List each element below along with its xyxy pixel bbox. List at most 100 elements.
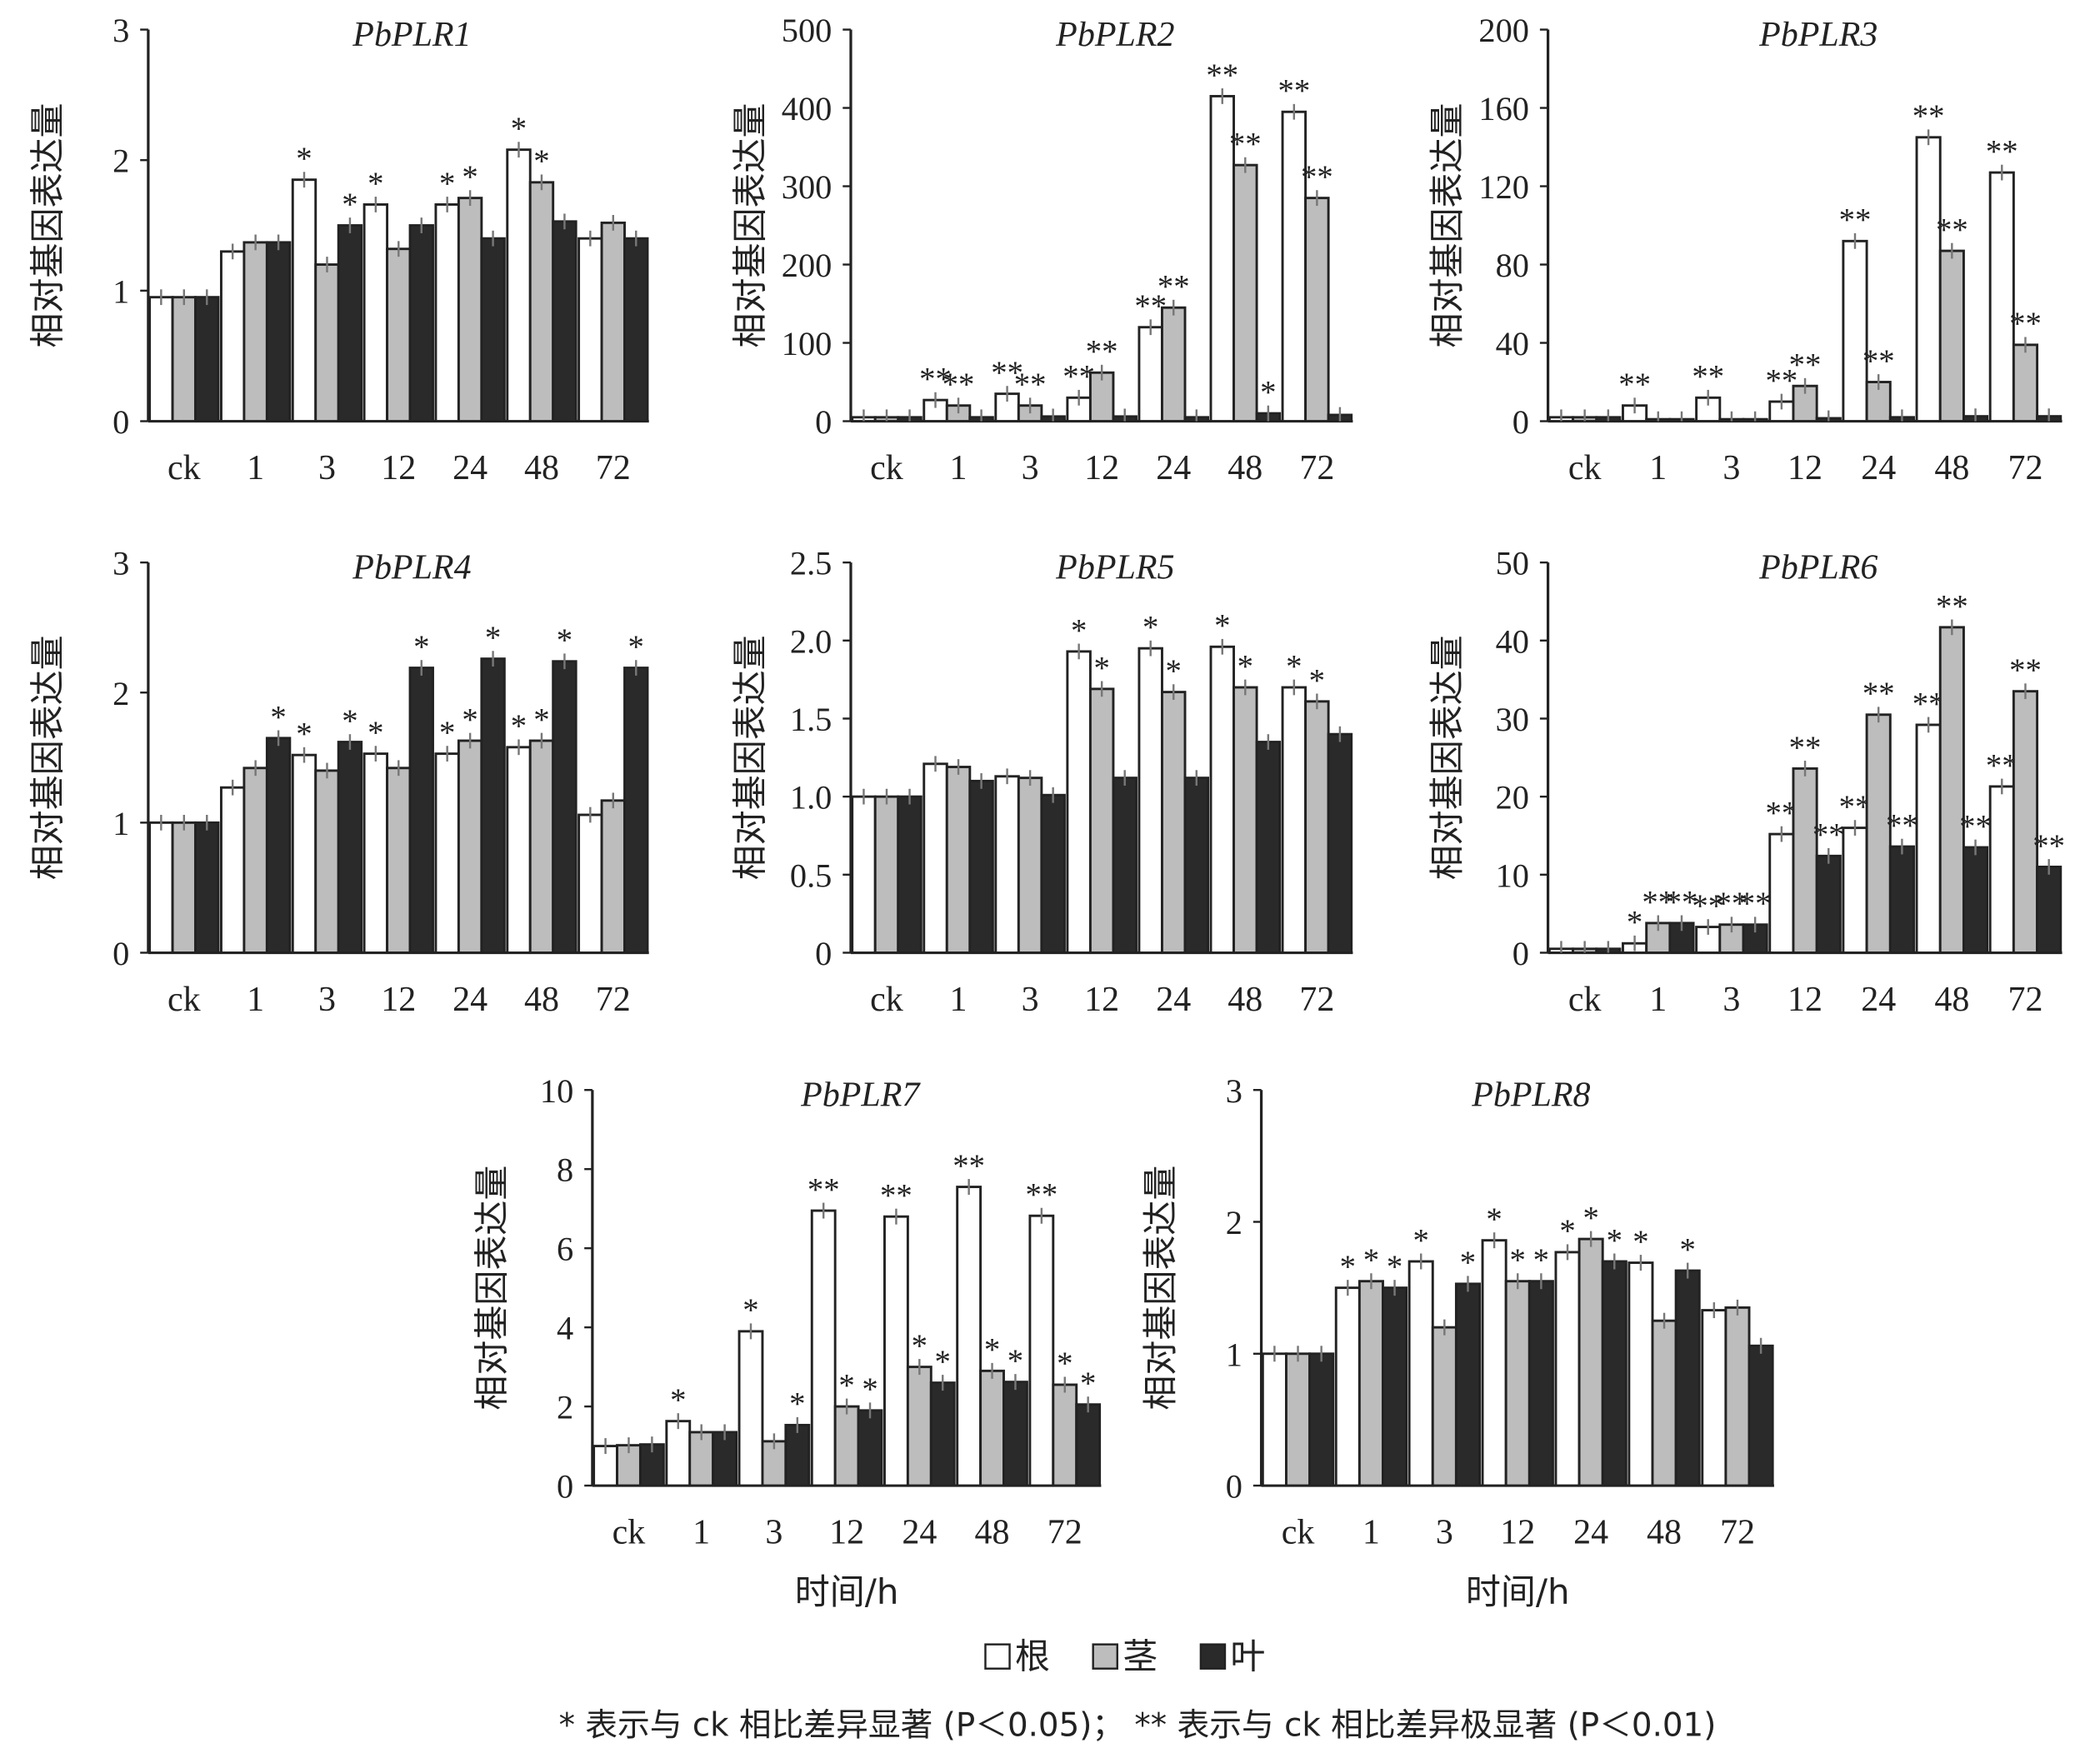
bar-根 <box>1915 136 1942 422</box>
significance-mark: * <box>485 620 501 656</box>
bar-茎 <box>457 197 483 422</box>
bar-叶 <box>1382 1286 1408 1487</box>
y-axis-label: 相对基因表达量 <box>471 1166 512 1411</box>
bar-叶 <box>1327 732 1353 954</box>
x-tick-label: 12 <box>1788 981 1822 1019</box>
bar-叶 <box>480 657 506 954</box>
significance-mark: * <box>533 143 549 179</box>
y-tick-label: 2 <box>557 1389 573 1426</box>
significance-mark: ** <box>1692 888 1724 924</box>
bar-叶 <box>1308 1352 1335 1487</box>
bar-根 <box>1481 1239 1508 1487</box>
bar-根 <box>1915 723 1942 954</box>
y-tick-label: 0 <box>815 403 832 441</box>
x-tick-label: 72 <box>1720 1514 1755 1552</box>
y-tick-label: 0 <box>1512 935 1529 972</box>
bar-叶 <box>623 237 649 422</box>
y-tick-label: 160 <box>1478 90 1529 127</box>
significance-mark: ** <box>1862 343 1895 379</box>
significance-mark: * <box>1413 1222 1429 1258</box>
bar-根 <box>148 821 174 954</box>
bar-根 <box>1209 645 1235 954</box>
significance-mark: * <box>462 702 478 737</box>
bar-茎 <box>1161 691 1187 954</box>
y-tick-label: 0.5 <box>790 857 832 894</box>
y-tick-label: 300 <box>782 168 832 206</box>
x-tick-label: 1 <box>1362 1514 1380 1552</box>
significance-mark: * <box>742 1292 758 1328</box>
bar-茎 <box>600 799 626 954</box>
bar-根 <box>506 746 532 954</box>
bar-根 <box>1138 647 1163 954</box>
bar-根 <box>1768 832 1795 954</box>
significance-mark: ** <box>1025 1176 1058 1212</box>
significance-mark: * <box>439 715 455 751</box>
bar-茎 <box>600 221 626 422</box>
y-tick-label: 80 <box>1496 247 1529 284</box>
bar-根 <box>1554 1251 1581 1487</box>
footnote: * 表示与 ck 相比差异显著 (P＜0.05)； ** 表示与 ck 相比差异… <box>559 1706 1717 1744</box>
bar-茎 <box>171 821 197 954</box>
bar-茎 <box>528 739 555 954</box>
y-axis-label: 相对基因表达量 <box>1427 103 1468 348</box>
y-tick-label: 2 <box>1226 1204 1242 1241</box>
bar-茎 <box>1161 306 1187 422</box>
significance-mark: * <box>1679 1231 1695 1267</box>
x-tick-label: 1 <box>950 449 968 487</box>
significance-mark: ** <box>1666 884 1698 920</box>
x-tick-label: 48 <box>524 449 559 487</box>
legend: 根 茎 叶 <box>984 1636 1265 1677</box>
x-tick-label: 3 <box>318 981 336 1019</box>
bar-叶 <box>408 667 434 954</box>
bar-叶 <box>1815 854 1842 954</box>
bar-叶 <box>1742 923 1768 954</box>
significance-mark: * <box>1460 1245 1476 1281</box>
bar-茎 <box>1938 626 1965 954</box>
x-tick-label: 12 <box>1500 1514 1535 1552</box>
y-tick-label: 40 <box>1496 325 1529 362</box>
x-tick-label: 12 <box>381 449 416 487</box>
bar-叶 <box>1962 846 1989 954</box>
bar-茎 <box>2012 343 2039 422</box>
significance-mark: ** <box>2032 828 2065 864</box>
bar-茎 <box>1938 249 1965 422</box>
bar-茎 <box>314 769 340 954</box>
bar-根 <box>851 795 877 954</box>
chart-title: PbPLR2 <box>1055 16 1174 54</box>
significance-mark: * <box>413 629 429 665</box>
y-tick-label: 2 <box>112 675 129 712</box>
x-tick-label: ck <box>1568 981 1602 1019</box>
significance-mark: ** <box>1642 884 1674 920</box>
bar-叶 <box>265 737 292 954</box>
significance-mark: * <box>342 703 358 739</box>
x-tick-label: 72 <box>1299 449 1334 487</box>
significance-mark: * <box>368 166 383 202</box>
significance-mark: * <box>789 1386 805 1422</box>
bar-茎 <box>1232 163 1258 422</box>
bar-根 <box>219 786 246 954</box>
bar-叶 <box>712 1431 738 1487</box>
bar-叶 <box>337 224 363 422</box>
x-tick-label: 48 <box>975 1514 1010 1552</box>
y-tick-label: 4 <box>557 1310 573 1347</box>
x-tick-label: 48 <box>1934 981 1969 1019</box>
significance-mark: ** <box>1789 730 1822 766</box>
bar-茎 <box>242 767 268 954</box>
bar-叶 <box>1040 793 1066 954</box>
x-tick-label: 12 <box>1788 449 1822 487</box>
bar-茎 <box>2012 690 2039 954</box>
significance-mark: * <box>439 166 455 202</box>
y-tick-label: 400 <box>782 90 832 127</box>
bar-根 <box>1138 326 1163 422</box>
bar-茎 <box>1431 1326 1458 1487</box>
significance-mark: * <box>1309 662 1325 698</box>
bar-茎 <box>314 263 340 422</box>
x-tick-label: ck <box>870 981 903 1019</box>
bar-茎 <box>1017 777 1043 954</box>
significance-mark: * <box>1166 653 1182 689</box>
x-tick-label: 24 <box>902 1514 937 1552</box>
x-tick-label: 24 <box>1156 981 1191 1019</box>
